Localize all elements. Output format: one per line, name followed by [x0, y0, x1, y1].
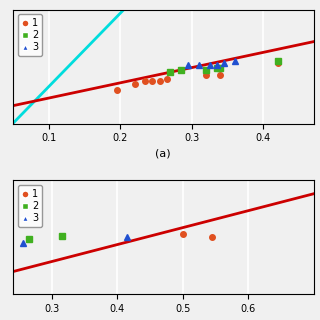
X-axis label: (a): (a) — [156, 149, 171, 159]
Legend: 1, 2, 3: 1, 2, 3 — [18, 14, 42, 56]
Legend: 1, 2, 3: 1, 2, 3 — [18, 185, 42, 227]
